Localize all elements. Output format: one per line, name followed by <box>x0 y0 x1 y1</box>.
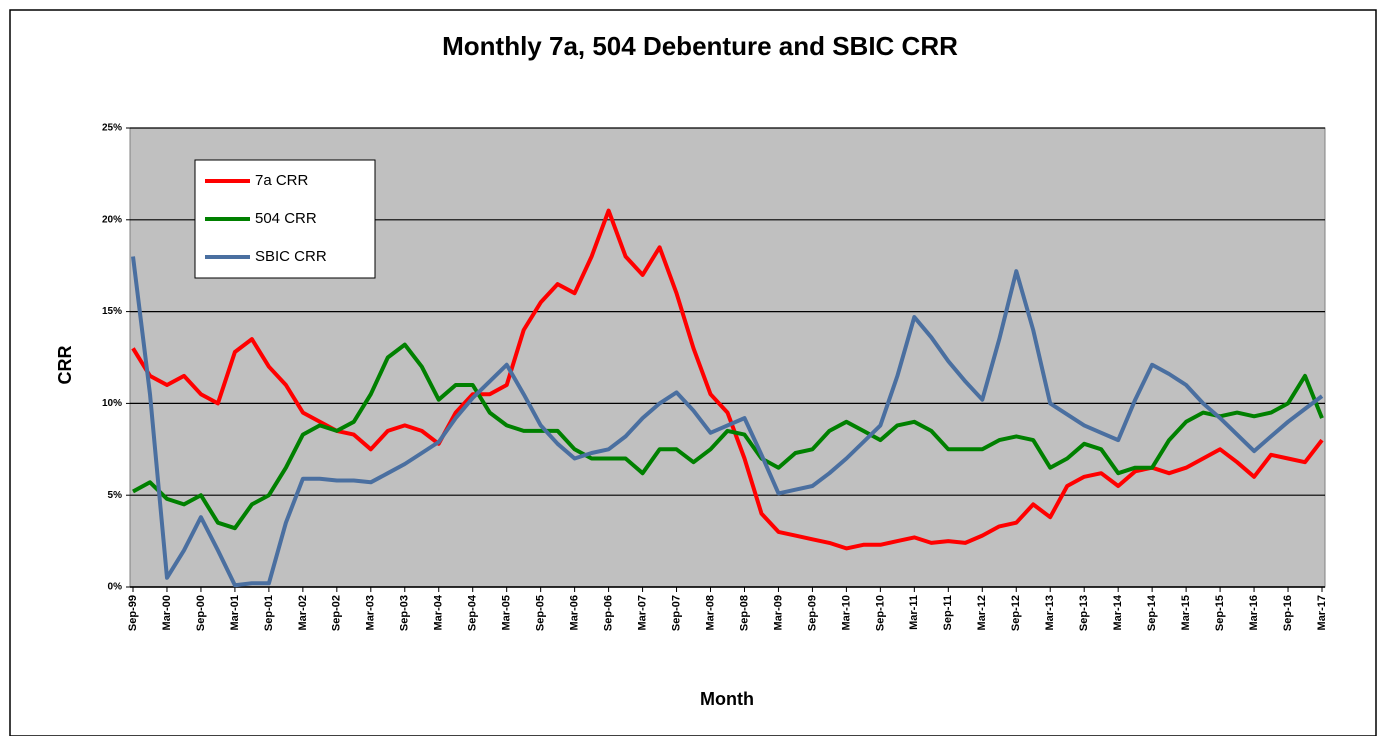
x-tick-label: Sep-13 <box>1078 595 1090 631</box>
x-tick-label: Sep-03 <box>399 595 411 631</box>
y-tick-label: 5% <box>108 490 123 501</box>
x-tick-label: Mar-05 <box>501 595 513 630</box>
y-tick-label: 15% <box>102 306 122 317</box>
legend-label: 7a CRR <box>255 172 309 189</box>
x-tick-label: Mar-07 <box>636 595 648 630</box>
x-tick-label: Sep-01 <box>263 595 275 631</box>
x-tick-label: Mar-16 <box>1248 595 1260 630</box>
x-tick-label: Sep-99 <box>127 595 139 631</box>
x-tick-label: Sep-05 <box>535 595 547 631</box>
legend-label: SBIC CRR <box>255 248 327 265</box>
x-tick-label: Sep-06 <box>603 595 615 631</box>
y-axis-label: CRR <box>55 346 75 385</box>
x-tick-label: Sep-10 <box>874 595 886 631</box>
legend-label: 504 CRR <box>255 210 317 227</box>
x-tick-label: Mar-04 <box>433 594 445 630</box>
y-tick-label: 10% <box>102 398 122 409</box>
x-tick-label: Mar-15 <box>1180 595 1192 630</box>
chart-title: Monthly 7a, 504 Debenture and SBIC CRR <box>442 31 958 61</box>
x-tick-label: Mar-11 <box>908 595 920 630</box>
x-tick-label: Sep-04 <box>467 594 479 631</box>
series-line <box>131 256 1324 588</box>
x-tick-label: Mar-01 <box>229 595 241 630</box>
x-tick-label: Mar-00 <box>161 595 173 630</box>
x-tick-label: Mar-09 <box>772 595 784 630</box>
x-tick-label: Sep-08 <box>738 595 750 631</box>
x-tick-label: Sep-07 <box>670 595 682 631</box>
x-tick-label: Mar-06 <box>569 595 581 630</box>
x-axis-label: Month <box>700 689 754 709</box>
x-tick-label: Sep-15 <box>1214 595 1226 631</box>
x-tick-label: Sep-14 <box>1146 594 1158 631</box>
x-tick-label: Mar-17 <box>1316 595 1328 630</box>
y-tick-label: 25% <box>102 123 122 134</box>
x-tick-label: Mar-03 <box>365 595 377 630</box>
series-line <box>132 342 1324 531</box>
x-tick-label: Mar-14 <box>1112 594 1124 630</box>
x-tick-label: Mar-08 <box>704 595 716 630</box>
y-tick-label: 0% <box>108 582 123 593</box>
x-tick-label: Mar-12 <box>976 595 988 630</box>
x-tick-label: Mar-13 <box>1044 595 1056 630</box>
x-tick-label: Sep-00 <box>195 595 207 631</box>
x-tick-label: Mar-10 <box>840 595 852 630</box>
x-tick-label: Sep-16 <box>1282 595 1294 631</box>
x-tick-label: Mar-02 <box>297 595 309 630</box>
x-tick-label: Sep-12 <box>1010 595 1022 631</box>
y-tick-label: 20% <box>102 214 122 225</box>
x-tick-label: Sep-02 <box>331 595 343 631</box>
x-tick-label: Sep-11 <box>942 595 954 630</box>
x-tick-label: Sep-09 <box>806 595 818 631</box>
